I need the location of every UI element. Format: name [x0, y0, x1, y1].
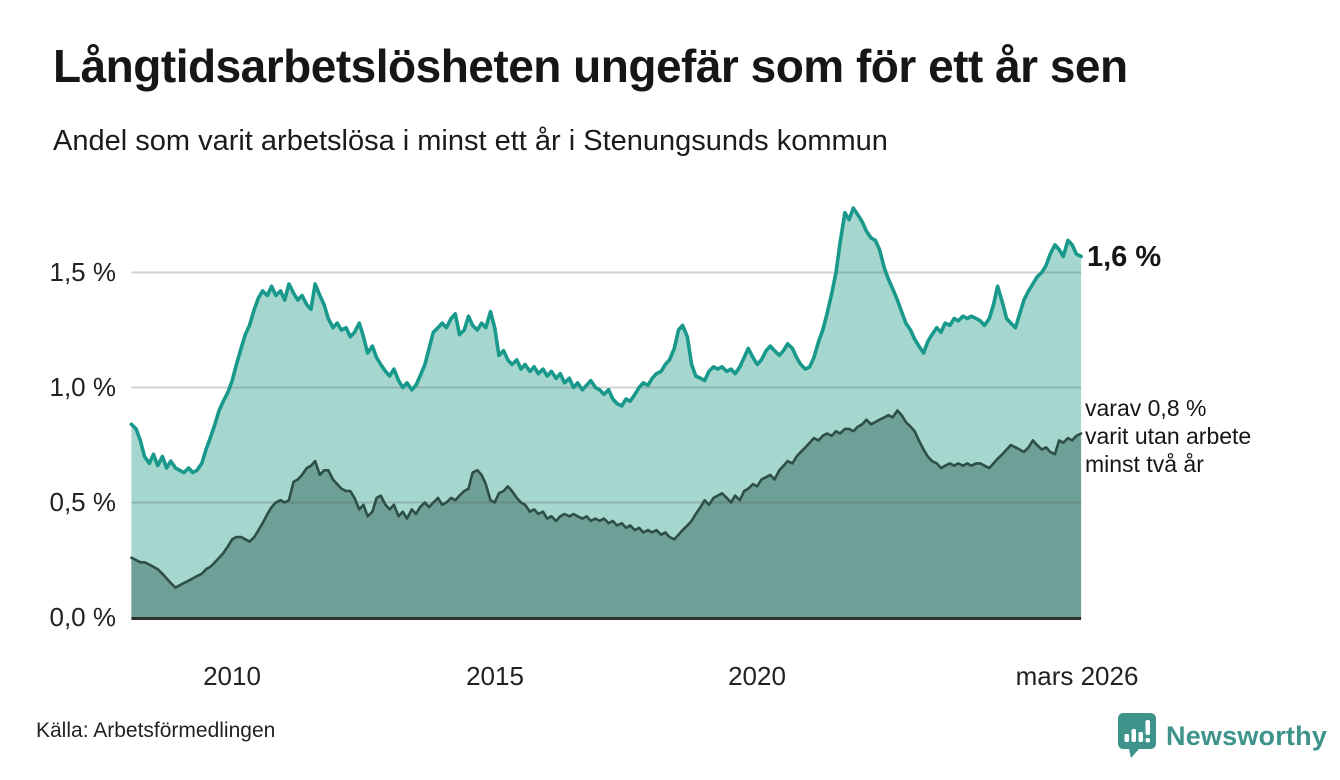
page-subtitle: Andel som varit arbetslösa i minst ett å… — [53, 125, 888, 157]
x-axis-label-mars-2026: mars 2026 — [1015, 661, 1139, 691]
newsworthy-logo-text: Newsworthy — [1166, 720, 1328, 751]
series-two-year-area — [131, 410, 1082, 618]
page-title: Långtidsarbetslösheten ungefär som för e… — [53, 40, 1128, 92]
y-axis-label-1-0: 1,0 % — [49, 372, 117, 402]
x-axis-label-2020: 2020 — [728, 661, 786, 691]
x-axis-label-2015: 2015 — [466, 661, 524, 691]
newsworthy-logo-icon — [1118, 713, 1156, 758]
two-year-annotation: varav 0,8 % varit utan arbete minst två … — [1085, 394, 1315, 478]
y-axis-label-1-5: 1,5 % — [49, 257, 117, 287]
annotation-line-1: varav 0,8 % — [1085, 395, 1207, 421]
newsworthy-logo: Newsworthy — [1117, 710, 1327, 762]
annotation-line-2: varit utan arbete — [1085, 423, 1252, 449]
x-axis-label-2010: 2010 — [203, 661, 261, 691]
annotation-line-3: minst två år — [1085, 451, 1204, 477]
series-two-year-line — [130, 409, 1083, 589]
y-axis-label-0-5: 0,5 % — [49, 487, 117, 517]
series-total-line — [129, 206, 1083, 475]
end-value-label: 1,6 % — [1087, 241, 1162, 273]
y-axis-label-0-0: 0,0 % — [49, 602, 117, 632]
source-text: Källa: Arbetsförmedlingen — [36, 719, 276, 742]
